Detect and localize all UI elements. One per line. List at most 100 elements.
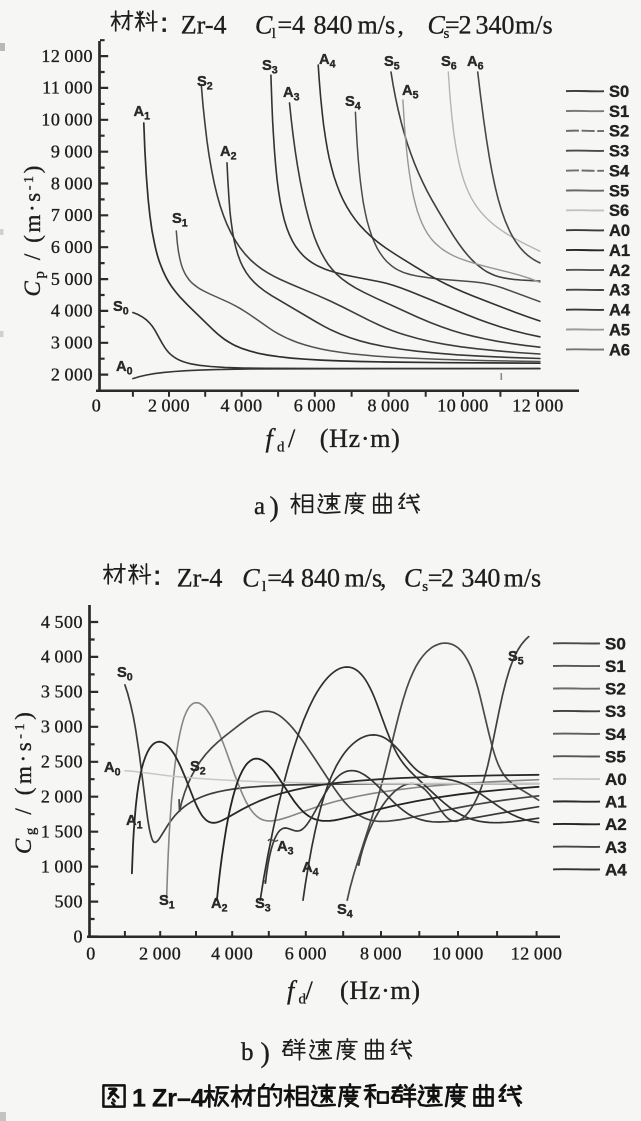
svg-text:10 000: 10 000 [432,944,484,964]
svg-text:9 000: 9 000 [51,142,93,162]
svg-text:=: = [267,564,282,593]
svg-text:): ) [261,1038,270,1069]
svg-text:3 500: 3 500 [41,682,83,702]
svg-text:Zr-4: Zr-4 [177,564,223,593]
svg-text:S2: S2 [190,759,206,778]
svg-text:A1: A1 [609,242,630,260]
svg-text:4 000: 4 000 [41,647,83,667]
svg-text:A0: A0 [605,770,627,789]
svg-text:2: 2 [459,11,472,40]
svg-text:2 000: 2 000 [41,787,83,807]
svg-text:8 000: 8 000 [368,396,410,416]
svg-text:12 000: 12 000 [511,944,563,964]
svg-text:/: / [306,976,314,1005]
svg-text:C: C [242,564,260,593]
svg-text:=: = [278,11,293,40]
svg-text:2 000: 2 000 [139,944,181,964]
svg-text:S2: S2 [605,680,626,699]
svg-text:S6: S6 [609,202,629,220]
svg-text:S0: S0 [605,634,626,653]
svg-text:840: 840 [314,11,353,40]
svg-text:/: / [288,424,296,453]
svg-text:S4: S4 [605,725,626,744]
svg-text:d: d [299,992,307,1008]
svg-text:8 000: 8 000 [51,173,93,193]
svg-text:Zr–4: Zr–4 [152,1085,205,1113]
svg-text:S3: S3 [605,702,626,721]
svg-text:(Hz·m): (Hz·m) [340,976,421,1005]
svg-text:=: = [445,11,460,40]
svg-text:4: 4 [292,11,305,40]
svg-text:7 000: 7 000 [51,205,93,225]
svg-text:S6: S6 [441,54,457,73]
svg-text:2: 2 [441,564,454,593]
svg-text:b: b [241,1039,254,1066]
svg-text:A4: A4 [609,302,631,320]
svg-text:S3: S3 [609,143,629,161]
svg-text:6 000: 6 000 [294,396,336,416]
svg-text:S2: S2 [609,123,629,141]
svg-text:Cp / (m·s-1): Cp / (m·s-1) [20,163,48,305]
svg-text:S0: S0 [609,83,629,101]
svg-text:A0: A0 [609,222,630,240]
svg-text:340: 340 [461,564,500,593]
svg-text:S5: S5 [605,747,626,766]
svg-text:340: 340 [476,11,515,40]
svg-text:A3: A3 [605,838,627,857]
svg-text:m/s: m/s [504,564,542,593]
svg-text:0: 0 [86,944,96,964]
svg-text:12 000: 12 000 [512,396,564,416]
svg-text:m/s: m/s [358,11,396,40]
svg-text:m/s: m/s [515,11,553,40]
svg-text:C: C [428,11,446,40]
svg-text:d: d [277,440,285,456]
svg-text:A2: A2 [609,262,630,280]
svg-text:11 000: 11 000 [42,78,93,98]
svg-text:l: l [272,26,276,42]
svg-text:0: 0 [92,396,102,416]
svg-text:4: 4 [281,564,294,593]
svg-text:s: s [422,579,428,595]
svg-text:4 000: 4 000 [221,396,263,416]
svg-text:Cg / (m·s-1): Cg / (m·s-1) [11,709,39,864]
svg-text:=: = [428,564,443,593]
svg-text:S4: S4 [609,163,630,181]
svg-text:A4: A4 [605,860,627,879]
svg-text:10 000: 10 000 [437,396,489,416]
svg-text:C: C [404,564,422,593]
svg-text:A5: A5 [609,321,630,339]
svg-text:500: 500 [55,891,84,911]
svg-text:A3: A3 [609,282,630,300]
svg-text:f: f [287,976,298,1005]
svg-text:1: 1 [132,1085,146,1113]
svg-text:10 000: 10 000 [41,110,93,130]
svg-text:5 000: 5 000 [51,269,93,289]
svg-text:4 000: 4 000 [211,944,253,964]
svg-text:a: a [254,493,265,520]
svg-text:A2: A2 [605,815,627,834]
svg-text:0: 0 [74,926,84,946]
svg-text:6 000: 6 000 [51,237,93,257]
svg-text:8 000: 8 000 [360,944,402,964]
svg-text:2 000: 2 000 [51,364,93,384]
svg-text:(Hz·m): (Hz·m) [320,424,401,453]
svg-text:s: s [444,26,450,42]
svg-text:12 000: 12 000 [41,46,93,66]
svg-text:l: l [262,579,266,595]
svg-text:2 000: 2 000 [148,396,190,416]
svg-text:m/s: m/s [345,564,383,593]
svg-text:2 500: 2 500 [41,752,83,772]
svg-text:A6: A6 [609,341,630,359]
svg-text:1 000: 1 000 [41,856,83,876]
svg-text:,: , [380,566,386,593]
svg-text:f: f [266,424,277,453]
svg-text:S1: S1 [605,657,626,676]
svg-text:4 500: 4 500 [41,612,83,632]
svg-text:3 000: 3 000 [51,333,93,353]
svg-text:): ) [270,492,279,523]
svg-text:S5: S5 [609,182,629,200]
svg-text:840: 840 [301,564,340,593]
svg-text:3 000: 3 000 [41,717,83,737]
svg-text:C: C [255,11,273,40]
svg-text:1 500: 1 500 [41,822,83,842]
